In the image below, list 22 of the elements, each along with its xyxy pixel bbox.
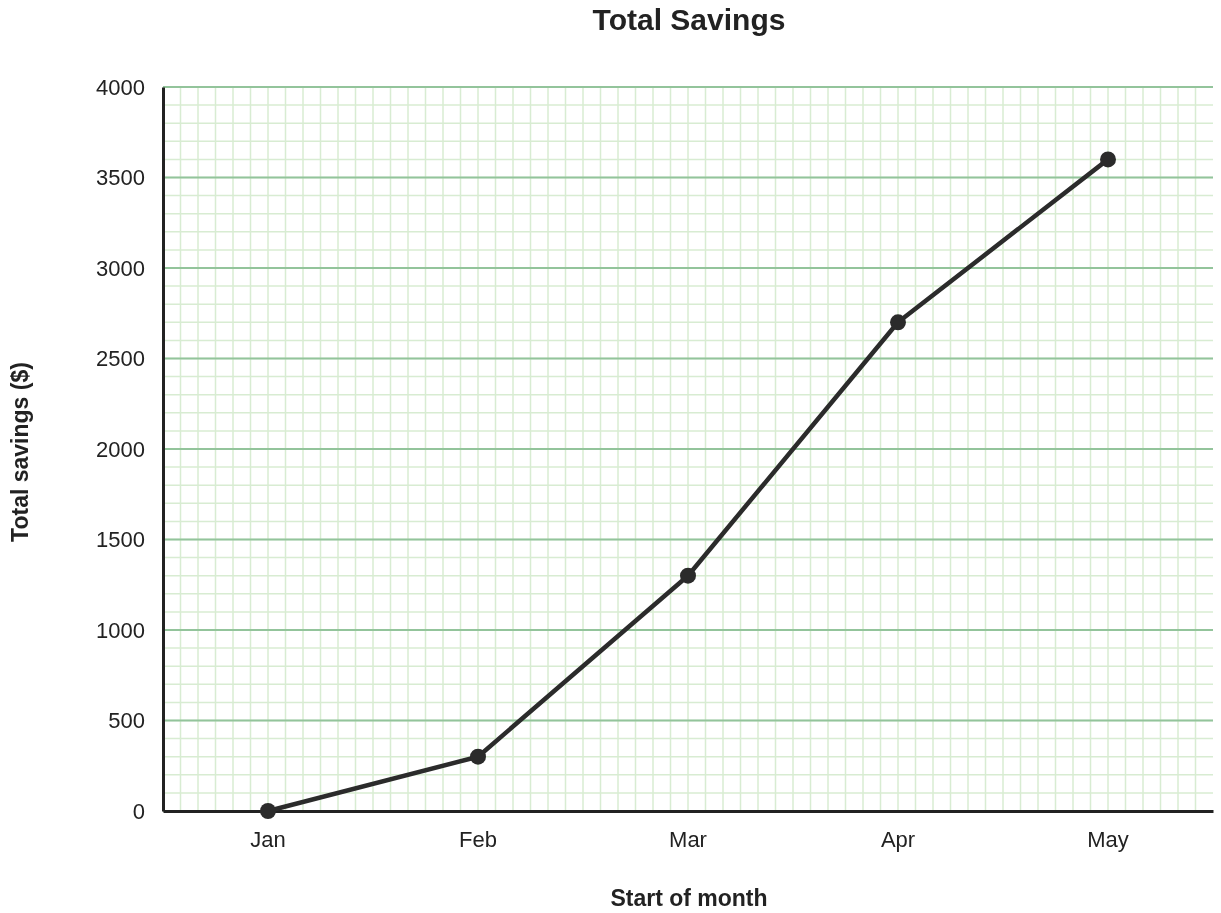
y-tick-label: 1000 xyxy=(96,617,145,643)
point xyxy=(680,567,696,584)
x-tick-label: Jan xyxy=(250,826,286,852)
y-tick-label: 3500 xyxy=(96,165,145,191)
y-tick-label: 2500 xyxy=(96,346,145,372)
y-tick-label: 4000 xyxy=(96,74,145,100)
y-tick-label: 3000 xyxy=(96,255,145,281)
point xyxy=(260,803,276,819)
y-axis-title: Total savings ($) xyxy=(7,362,33,542)
x-tick-label: Apr xyxy=(880,826,916,852)
chart-title: Total Savings xyxy=(592,3,786,36)
point xyxy=(470,748,486,765)
y-tick-label: 0 xyxy=(132,798,145,824)
x-tick-label: Feb xyxy=(459,826,497,852)
x-tick-label: May xyxy=(1087,826,1129,852)
x-axis-title: Start of month xyxy=(610,885,768,911)
y-tick-label: 500 xyxy=(108,708,145,734)
y-tick-label: 2000 xyxy=(96,436,145,462)
x-tick-label: Mar xyxy=(669,826,707,852)
point xyxy=(1100,151,1116,168)
y-tick-label: 1500 xyxy=(96,527,145,553)
point xyxy=(890,314,906,331)
